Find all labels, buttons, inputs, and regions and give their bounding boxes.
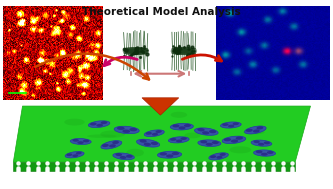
Ellipse shape — [123, 129, 130, 133]
Ellipse shape — [264, 141, 270, 144]
Ellipse shape — [209, 130, 216, 133]
Ellipse shape — [256, 150, 262, 153]
Ellipse shape — [112, 141, 119, 144]
Ellipse shape — [100, 130, 125, 138]
Ellipse shape — [160, 152, 167, 156]
Ellipse shape — [209, 153, 228, 160]
Ellipse shape — [72, 154, 78, 157]
Ellipse shape — [184, 133, 200, 138]
Ellipse shape — [243, 131, 265, 134]
Ellipse shape — [124, 52, 148, 55]
Ellipse shape — [253, 140, 260, 143]
Ellipse shape — [251, 140, 272, 146]
Ellipse shape — [168, 137, 189, 143]
Ellipse shape — [171, 52, 196, 55]
Ellipse shape — [172, 152, 179, 155]
Ellipse shape — [194, 128, 218, 135]
Ellipse shape — [172, 124, 179, 127]
Ellipse shape — [170, 138, 176, 141]
Ellipse shape — [123, 48, 149, 52]
Ellipse shape — [166, 154, 173, 158]
Ellipse shape — [222, 136, 246, 144]
Ellipse shape — [197, 128, 205, 131]
Ellipse shape — [170, 123, 193, 130]
Ellipse shape — [178, 126, 185, 129]
Ellipse shape — [73, 139, 79, 142]
Ellipse shape — [236, 136, 243, 140]
Ellipse shape — [120, 156, 127, 159]
Ellipse shape — [83, 139, 89, 142]
Ellipse shape — [76, 152, 82, 154]
Ellipse shape — [87, 134, 117, 138]
Ellipse shape — [90, 122, 97, 125]
Ellipse shape — [116, 153, 122, 156]
Ellipse shape — [171, 48, 197, 52]
Ellipse shape — [206, 143, 213, 146]
Ellipse shape — [171, 51, 197, 54]
Ellipse shape — [124, 47, 148, 50]
Ellipse shape — [222, 123, 228, 126]
Ellipse shape — [101, 141, 122, 149]
Ellipse shape — [200, 140, 207, 143]
Ellipse shape — [261, 153, 268, 156]
Ellipse shape — [65, 152, 84, 158]
Ellipse shape — [117, 126, 125, 130]
Ellipse shape — [156, 130, 162, 133]
Ellipse shape — [216, 156, 222, 159]
Ellipse shape — [77, 141, 84, 144]
Ellipse shape — [228, 125, 234, 128]
Ellipse shape — [102, 144, 109, 147]
Ellipse shape — [219, 153, 226, 156]
Ellipse shape — [244, 126, 266, 134]
Ellipse shape — [184, 124, 191, 127]
Ellipse shape — [231, 139, 238, 143]
Ellipse shape — [232, 122, 239, 125]
Ellipse shape — [224, 138, 231, 141]
Ellipse shape — [123, 49, 149, 53]
Ellipse shape — [96, 124, 103, 127]
Ellipse shape — [64, 119, 85, 125]
Ellipse shape — [253, 129, 260, 133]
Ellipse shape — [267, 151, 273, 154]
Ellipse shape — [126, 155, 133, 158]
Ellipse shape — [88, 121, 110, 128]
Ellipse shape — [144, 143, 151, 146]
Ellipse shape — [109, 144, 116, 147]
Ellipse shape — [180, 137, 187, 140]
Ellipse shape — [113, 153, 135, 160]
Ellipse shape — [101, 121, 107, 124]
Ellipse shape — [123, 51, 149, 54]
Ellipse shape — [170, 112, 187, 118]
Ellipse shape — [171, 47, 196, 50]
Ellipse shape — [202, 131, 209, 135]
Ellipse shape — [70, 139, 91, 145]
Ellipse shape — [129, 128, 137, 131]
Ellipse shape — [151, 142, 158, 145]
Ellipse shape — [137, 139, 160, 147]
Ellipse shape — [198, 140, 221, 146]
Ellipse shape — [220, 122, 241, 128]
Ellipse shape — [212, 141, 219, 144]
Ellipse shape — [246, 129, 253, 132]
Ellipse shape — [114, 126, 139, 134]
Ellipse shape — [144, 130, 164, 137]
Polygon shape — [142, 98, 179, 115]
Polygon shape — [13, 162, 295, 171]
Ellipse shape — [229, 146, 251, 153]
Polygon shape — [13, 106, 310, 162]
Ellipse shape — [253, 150, 275, 156]
Ellipse shape — [258, 143, 264, 146]
Ellipse shape — [210, 155, 216, 158]
Ellipse shape — [176, 139, 182, 142]
Ellipse shape — [158, 151, 182, 158]
Ellipse shape — [170, 49, 197, 53]
Ellipse shape — [146, 132, 152, 135]
Ellipse shape — [126, 149, 144, 157]
Text: Theoretical Model Analysis: Theoretical Model Analysis — [82, 7, 241, 17]
Ellipse shape — [256, 126, 263, 129]
Ellipse shape — [152, 133, 158, 136]
Ellipse shape — [66, 153, 72, 156]
Ellipse shape — [140, 139, 147, 143]
